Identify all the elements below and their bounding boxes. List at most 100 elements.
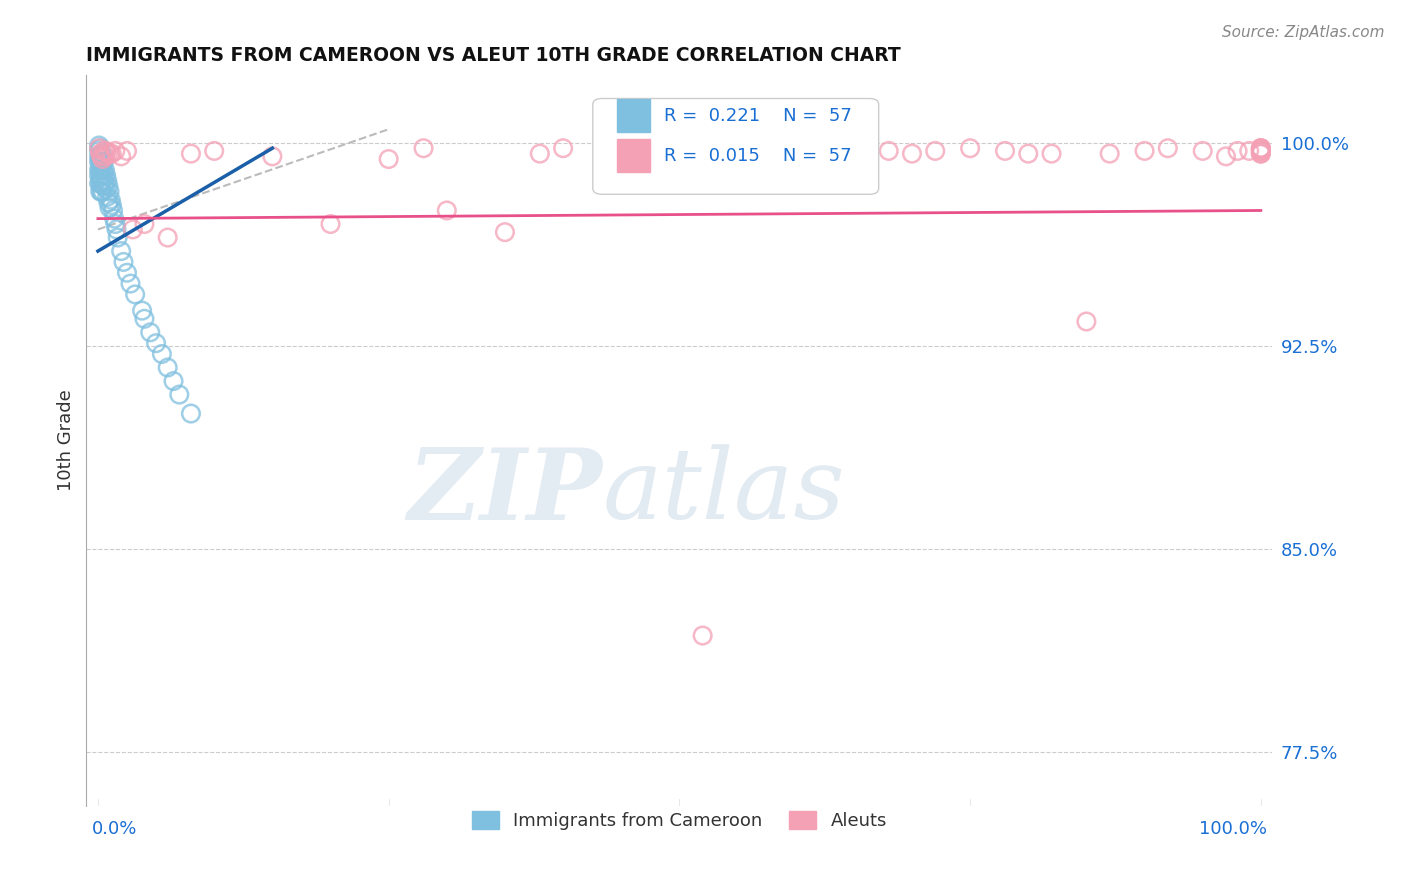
Point <box>115 266 138 280</box>
Bar <box>616 139 650 171</box>
Point <box>169 387 191 401</box>
Text: ZIP: ZIP <box>408 443 602 540</box>
Point <box>494 225 516 239</box>
Point <box>103 211 125 226</box>
Point <box>89 154 111 169</box>
Point <box>93 179 115 194</box>
Point <box>180 407 202 421</box>
Point <box>1250 144 1272 158</box>
Point <box>145 336 167 351</box>
Point <box>87 144 110 158</box>
Point <box>1250 144 1272 158</box>
Point <box>89 141 111 155</box>
Point <box>412 141 434 155</box>
Point <box>91 162 114 177</box>
FancyBboxPatch shape <box>593 98 879 194</box>
Point <box>156 230 179 244</box>
Point <box>727 144 749 158</box>
Point <box>97 179 120 194</box>
Point <box>131 303 153 318</box>
Point <box>93 144 115 158</box>
Point <box>1250 141 1272 155</box>
Point <box>96 146 118 161</box>
Point <box>110 244 132 259</box>
Point <box>96 174 118 188</box>
Point <box>134 311 156 326</box>
Point <box>529 146 551 161</box>
Point <box>101 203 124 218</box>
Point <box>1250 146 1272 161</box>
Point <box>134 217 156 231</box>
Point <box>87 138 110 153</box>
Point <box>262 149 284 163</box>
Point <box>1017 146 1039 161</box>
Point <box>87 177 110 191</box>
Point <box>668 141 690 155</box>
Point <box>1040 146 1063 161</box>
Point <box>89 177 111 191</box>
Point <box>139 326 162 340</box>
Point <box>96 190 118 204</box>
Point <box>94 162 117 177</box>
Point <box>107 230 129 244</box>
Point <box>90 169 112 183</box>
Point <box>1133 144 1156 158</box>
Point <box>101 198 124 212</box>
Point <box>120 277 142 291</box>
Point <box>89 146 111 161</box>
Point <box>89 149 111 163</box>
Point <box>98 185 121 199</box>
Point <box>91 152 114 166</box>
Point <box>90 157 112 171</box>
Legend: Immigrants from Cameroon, Aleuts: Immigrants from Cameroon, Aleuts <box>464 804 894 838</box>
Point <box>93 169 115 183</box>
Point <box>1191 144 1213 158</box>
Bar <box>616 99 650 132</box>
Point <box>89 162 111 177</box>
Point <box>94 149 117 163</box>
Point <box>551 141 574 155</box>
Point <box>112 255 135 269</box>
Point <box>761 144 783 158</box>
Point <box>150 347 173 361</box>
Point <box>842 144 865 158</box>
Point <box>91 174 114 188</box>
Point <box>87 141 110 155</box>
Point <box>1250 141 1272 155</box>
Point <box>1250 141 1272 155</box>
Point <box>994 144 1017 158</box>
Point <box>94 177 117 191</box>
Point <box>959 141 981 155</box>
Text: R =  0.015    N =  57: R = 0.015 N = 57 <box>664 146 852 164</box>
Point <box>115 144 138 158</box>
Point <box>98 146 121 161</box>
Point <box>1237 144 1260 158</box>
Point <box>1250 146 1272 161</box>
Point <box>91 149 114 163</box>
Text: 100.0%: 100.0% <box>1199 820 1267 838</box>
Point <box>94 144 117 158</box>
Point <box>162 374 184 388</box>
Point <box>180 146 202 161</box>
Point <box>90 185 112 199</box>
Point <box>1215 149 1237 163</box>
Point <box>202 144 225 158</box>
Point <box>104 217 127 231</box>
Point <box>924 144 946 158</box>
Point <box>610 144 633 158</box>
Point <box>1157 141 1180 155</box>
Text: Source: ZipAtlas.com: Source: ZipAtlas.com <box>1222 25 1385 40</box>
Point <box>124 287 146 301</box>
Point <box>98 201 121 215</box>
Point <box>104 144 127 158</box>
Point <box>87 154 110 169</box>
Point <box>121 222 143 236</box>
Point <box>90 149 112 163</box>
Point <box>89 185 111 199</box>
Text: 0.0%: 0.0% <box>93 820 138 838</box>
Point <box>377 152 399 166</box>
Point <box>89 171 111 186</box>
Point <box>87 149 110 163</box>
Point <box>1250 144 1272 158</box>
Point <box>1226 144 1249 158</box>
